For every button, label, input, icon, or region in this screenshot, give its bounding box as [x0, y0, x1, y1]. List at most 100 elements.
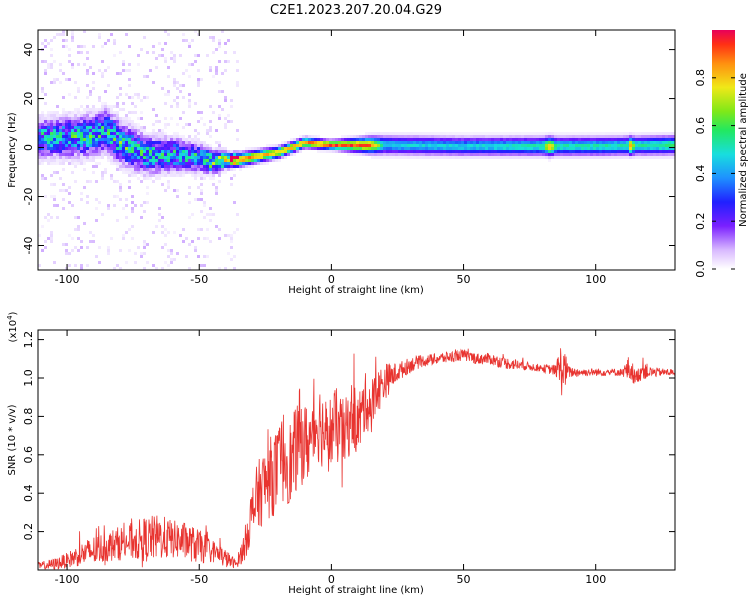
- y-tick-label: -40: [22, 237, 35, 255]
- heatmap-cell: [62, 207, 65, 210]
- heatmap-cell: [236, 129, 239, 132]
- heatmap-cell: [635, 135, 638, 138]
- heatmap-cell: [194, 168, 197, 171]
- heatmap-cell: [194, 135, 197, 138]
- heatmap-cell: [200, 210, 203, 213]
- heatmap-cell: [179, 90, 182, 93]
- heatmap-cell: [104, 42, 107, 45]
- heatmap-cell: [290, 138, 293, 141]
- heatmap-cell: [38, 138, 41, 141]
- heatmap-cell: [137, 129, 140, 132]
- heatmap-cell: [491, 147, 494, 150]
- heatmap-cell: [152, 45, 155, 48]
- heatmap-cell: [173, 150, 176, 153]
- heatmap-cell: [308, 144, 311, 147]
- heatmap-cell: [449, 150, 452, 153]
- heatmap-cell: [236, 60, 239, 63]
- heatmap-cell: [488, 147, 491, 150]
- heatmap-cell: [50, 66, 53, 69]
- heatmap-cell: [353, 153, 356, 156]
- heatmap-cell: [89, 108, 92, 111]
- heatmap-cell: [578, 156, 581, 159]
- heatmap-cell: [356, 135, 359, 138]
- heatmap-cell: [212, 213, 215, 216]
- heatmap-cell: [83, 135, 86, 138]
- heatmap-cell: [182, 72, 185, 75]
- heatmap-cell: [476, 147, 479, 150]
- heatmap-cell: [452, 138, 455, 141]
- heatmap-cell: [170, 150, 173, 153]
- heatmap-cell: [131, 150, 134, 153]
- heatmap-cell: [347, 144, 350, 147]
- heatmap-cell: [137, 162, 140, 165]
- heatmap-cell: [206, 255, 209, 258]
- heatmap-cell: [542, 156, 545, 159]
- heatmap-cell: [458, 138, 461, 141]
- heatmap-cell: [170, 249, 173, 252]
- heatmap-cell: [86, 69, 89, 72]
- heatmap-cell: [44, 150, 47, 153]
- heatmap-cell: [491, 141, 494, 144]
- heatmap-cell: [110, 117, 113, 120]
- heatmap-cell: [545, 153, 548, 156]
- heatmap-cell: [122, 129, 125, 132]
- heatmap-cell: [188, 105, 191, 108]
- heatmap-cell: [95, 123, 98, 126]
- heatmap-cell: [125, 117, 128, 120]
- heatmap-cell: [230, 120, 233, 123]
- heatmap-cell: [101, 105, 104, 108]
- heatmap-cell: [98, 153, 101, 156]
- heatmap-cell: [503, 144, 506, 147]
- heatmap-cell: [233, 168, 236, 171]
- heatmap-cell: [41, 129, 44, 132]
- heatmap-cell: [146, 135, 149, 138]
- heatmap-cell: [236, 138, 239, 141]
- heatmap-cell: [188, 216, 191, 219]
- heatmap-cell: [464, 132, 467, 135]
- heatmap-cell: [425, 153, 428, 156]
- heatmap-cell: [266, 147, 269, 150]
- heatmap-cell: [119, 186, 122, 189]
- heatmap-cell: [89, 141, 92, 144]
- heatmap-cell: [338, 141, 341, 144]
- heatmap-cell: [119, 51, 122, 54]
- heatmap-cell: [146, 156, 149, 159]
- heatmap-cell: [164, 144, 167, 147]
- heatmap-cell: [644, 156, 647, 159]
- heatmap-cell: [404, 135, 407, 138]
- heatmap-cell: [80, 114, 83, 117]
- heatmap-cell: [542, 138, 545, 141]
- heatmap-cell: [50, 234, 53, 237]
- heatmap-cell: [467, 153, 470, 156]
- heatmap-cell: [107, 159, 110, 162]
- heatmap-cell: [296, 144, 299, 147]
- heatmap-cell: [200, 192, 203, 195]
- heatmap-cell: [68, 153, 71, 156]
- heatmap-cell: [560, 141, 563, 144]
- heatmap-cell: [620, 156, 623, 159]
- heatmap-cell: [182, 228, 185, 231]
- heatmap-cell: [515, 153, 518, 156]
- heatmap-cell: [431, 144, 434, 147]
- heatmap-cell: [626, 135, 629, 138]
- heatmap-cell: [323, 138, 326, 141]
- spectrogram-y-title: Frequency (Hz): [7, 112, 18, 188]
- heatmap-cell: [152, 180, 155, 183]
- heatmap-cell: [107, 147, 110, 150]
- heatmap-cell: [185, 141, 188, 144]
- heatmap-cell: [260, 156, 263, 159]
- heatmap-cell: [557, 153, 560, 156]
- heatmap-cell: [134, 159, 137, 162]
- heatmap-cell: [518, 141, 521, 144]
- heatmap-cell: [278, 153, 281, 156]
- heatmap-cell: [392, 138, 395, 141]
- heatmap-cell: [101, 102, 104, 105]
- heatmap-cell: [77, 126, 80, 129]
- heatmap-cell: [203, 237, 206, 240]
- heatmap-cell: [269, 147, 272, 150]
- heatmap-cell: [608, 141, 611, 144]
- heatmap-cell: [257, 159, 260, 162]
- heatmap-cell: [83, 126, 86, 129]
- heatmap-cell: [500, 135, 503, 138]
- heatmap-cell: [173, 258, 176, 261]
